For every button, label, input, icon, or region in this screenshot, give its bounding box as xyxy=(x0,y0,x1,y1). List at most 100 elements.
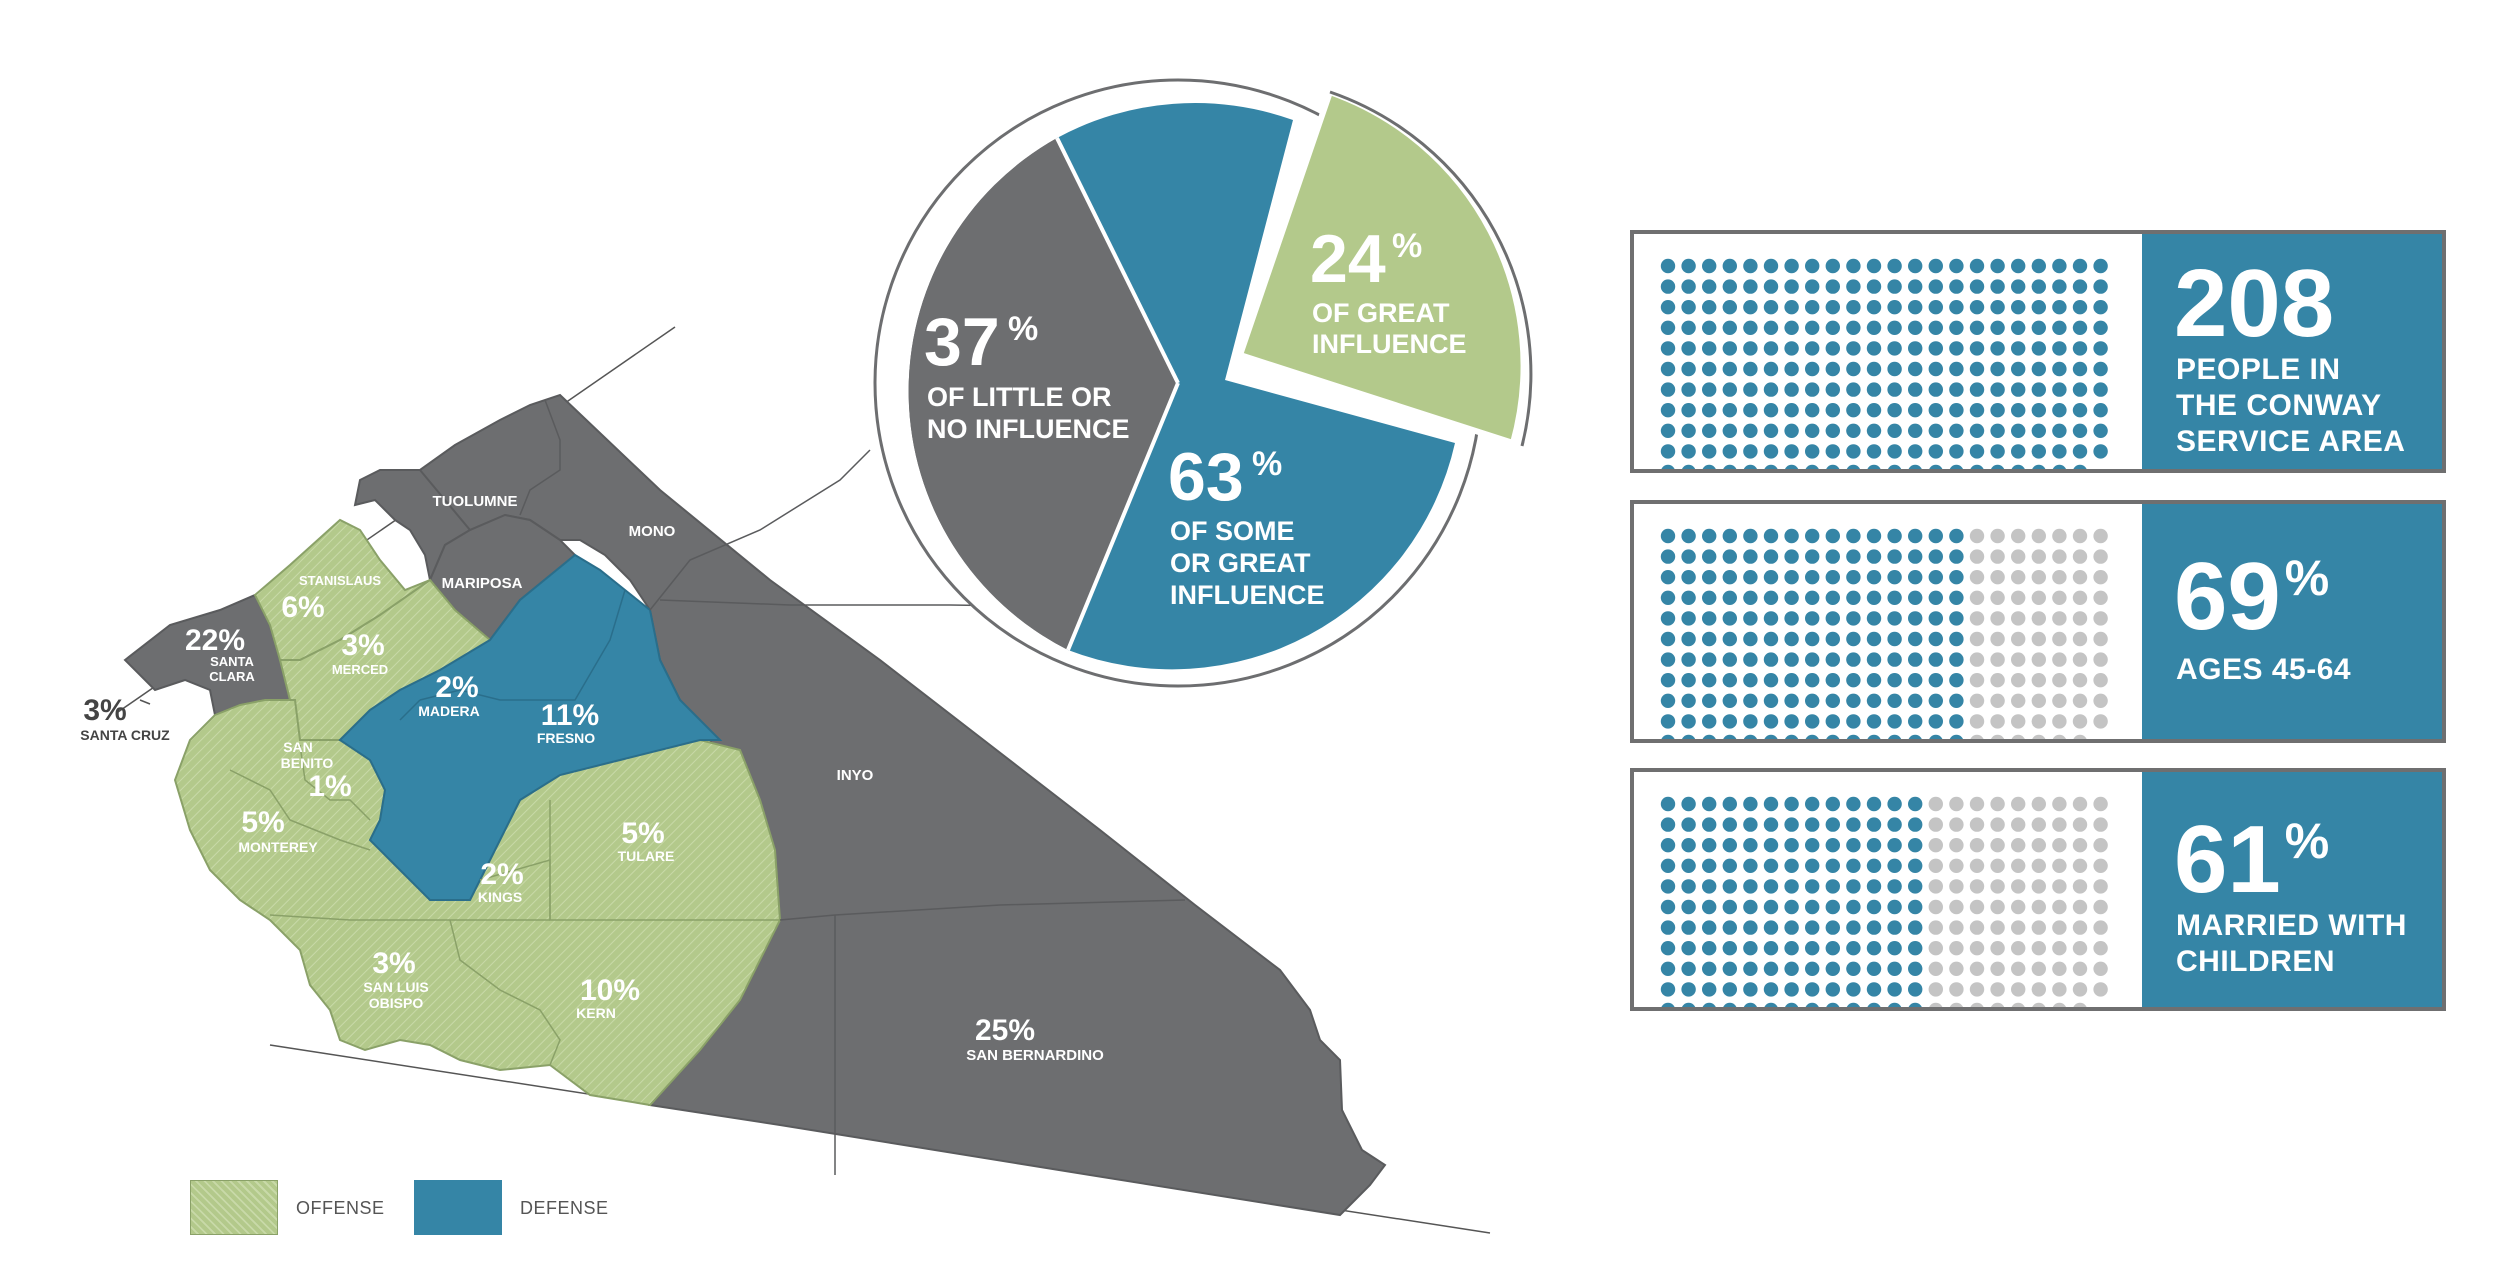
dot-filled xyxy=(1722,941,1737,956)
dot-filled xyxy=(1929,734,1943,739)
dot-filled xyxy=(1681,279,1696,294)
dot-empty xyxy=(2031,631,2046,647)
dot-filled xyxy=(1784,982,1799,997)
dot-filled xyxy=(1908,570,1923,585)
dot-filled xyxy=(1846,444,1861,459)
dot-empty xyxy=(1990,961,2005,976)
dot-empty xyxy=(2031,714,2046,729)
dot-filled xyxy=(1784,693,1799,708)
dot-empty xyxy=(2032,734,2046,739)
dot-filled xyxy=(1743,920,1758,935)
dot-filled xyxy=(1846,858,1861,873)
dot-filled xyxy=(2072,341,2088,356)
dot-filled xyxy=(1928,423,1943,438)
stat-panel-people: 208 PEOPLE IN THE CONWAY SERVICE AREA xyxy=(2142,234,2442,469)
dot-filled xyxy=(1681,444,1696,459)
dot-filled xyxy=(1928,382,1943,397)
dot-filled xyxy=(1887,341,1902,356)
dot-filled xyxy=(1866,528,1882,544)
dot-filled xyxy=(1825,982,1840,997)
dot-filled xyxy=(1908,899,1923,915)
dot-filled xyxy=(1991,464,2005,469)
dot-empty xyxy=(2052,714,2067,729)
dot-filled xyxy=(1846,941,1861,956)
dot-filled xyxy=(1681,858,1696,873)
dot-filled xyxy=(1743,570,1758,585)
dot-filled xyxy=(1990,320,2005,335)
dot-filled xyxy=(1866,982,1882,997)
dot-filled xyxy=(1763,423,1779,438)
dot-filled xyxy=(1928,673,1943,688)
dot-filled xyxy=(1888,734,1902,739)
dot-empty xyxy=(1969,982,1985,997)
dot-filled xyxy=(1763,549,1779,564)
dot-filled xyxy=(1805,838,1820,853)
dot-filled xyxy=(1846,300,1861,315)
dot-filled xyxy=(2011,464,2025,469)
dot-filled xyxy=(1784,631,1799,647)
stat-label-married: MARRIED WITH CHILDREN xyxy=(2176,909,2407,978)
dot-filled xyxy=(2072,320,2088,335)
dot-filled xyxy=(1763,631,1779,647)
dot-empty xyxy=(1990,673,2005,688)
dot-filled xyxy=(1825,796,1840,812)
dot-empty xyxy=(2052,899,2067,915)
dot-filled xyxy=(1969,341,1985,356)
pie-great-line2: INFLUENCE xyxy=(1312,329,1467,359)
pct-kern: 10% xyxy=(580,974,640,1007)
label-san-benito-1: SAN xyxy=(283,739,313,755)
pct-merced: 3% xyxy=(341,629,384,662)
dot-empty xyxy=(2031,652,2046,667)
dot-filled xyxy=(1867,734,1881,739)
dot-filled xyxy=(1702,423,1717,438)
pct-madera: 2% xyxy=(435,671,478,704)
dot-filled xyxy=(1866,693,1882,708)
dot-empty xyxy=(2031,796,2046,812)
dot-filled xyxy=(1949,320,1964,335)
dot-filled xyxy=(1784,714,1799,729)
dot-filled xyxy=(2052,382,2067,397)
dot-empty xyxy=(2011,590,2026,605)
dot-grid-married xyxy=(1660,796,2108,1007)
dot-filled xyxy=(1846,631,1861,647)
dot-filled xyxy=(1908,693,1923,708)
dot-empty xyxy=(2031,590,2046,605)
dot-filled xyxy=(1928,570,1943,585)
dot-filled xyxy=(1969,320,1985,335)
dot-filled xyxy=(1702,382,1717,397)
dot-filled xyxy=(2093,361,2108,377)
dot-filled xyxy=(1660,982,1676,997)
dot-empty xyxy=(2031,920,2046,935)
dot-empty xyxy=(1969,652,1985,667)
dot-filled xyxy=(1702,570,1717,585)
dot-filled xyxy=(1866,279,1882,294)
dot-filled xyxy=(1722,796,1737,812)
dot-filled xyxy=(1722,982,1737,997)
dot-filled xyxy=(1784,382,1799,397)
dot-empty xyxy=(2011,714,2026,729)
label-santa-cruz: SANTA CRUZ xyxy=(80,727,170,743)
dot-filled xyxy=(1784,838,1799,853)
dot-filled xyxy=(2052,423,2067,438)
pie-separator-1 xyxy=(1055,137,1180,384)
label-santa-clara-1: SANTA xyxy=(210,654,254,669)
dot-filled xyxy=(1660,570,1676,585)
label-stanislaus: STANISLAUS xyxy=(299,573,381,588)
dot-empty xyxy=(2072,920,2088,935)
dot-filled xyxy=(1763,652,1779,667)
label-san-luis-obispo-1: SAN LUIS xyxy=(363,979,428,995)
dot-filled xyxy=(1660,444,1676,459)
dot-filled xyxy=(1805,341,1820,356)
dot-filled xyxy=(1887,899,1902,915)
dot-filled xyxy=(1743,320,1758,335)
dot-filled xyxy=(1887,941,1902,956)
dot-filled xyxy=(2031,444,2046,459)
dot-filled xyxy=(1784,920,1799,935)
dot-filled xyxy=(1887,423,1902,438)
dot-filled xyxy=(1784,652,1799,667)
dot-empty xyxy=(2052,631,2067,647)
dot-filled xyxy=(1846,590,1861,605)
dot-filled xyxy=(1723,1002,1737,1007)
dot-filled xyxy=(1887,590,1902,605)
dot-empty xyxy=(2072,631,2088,647)
